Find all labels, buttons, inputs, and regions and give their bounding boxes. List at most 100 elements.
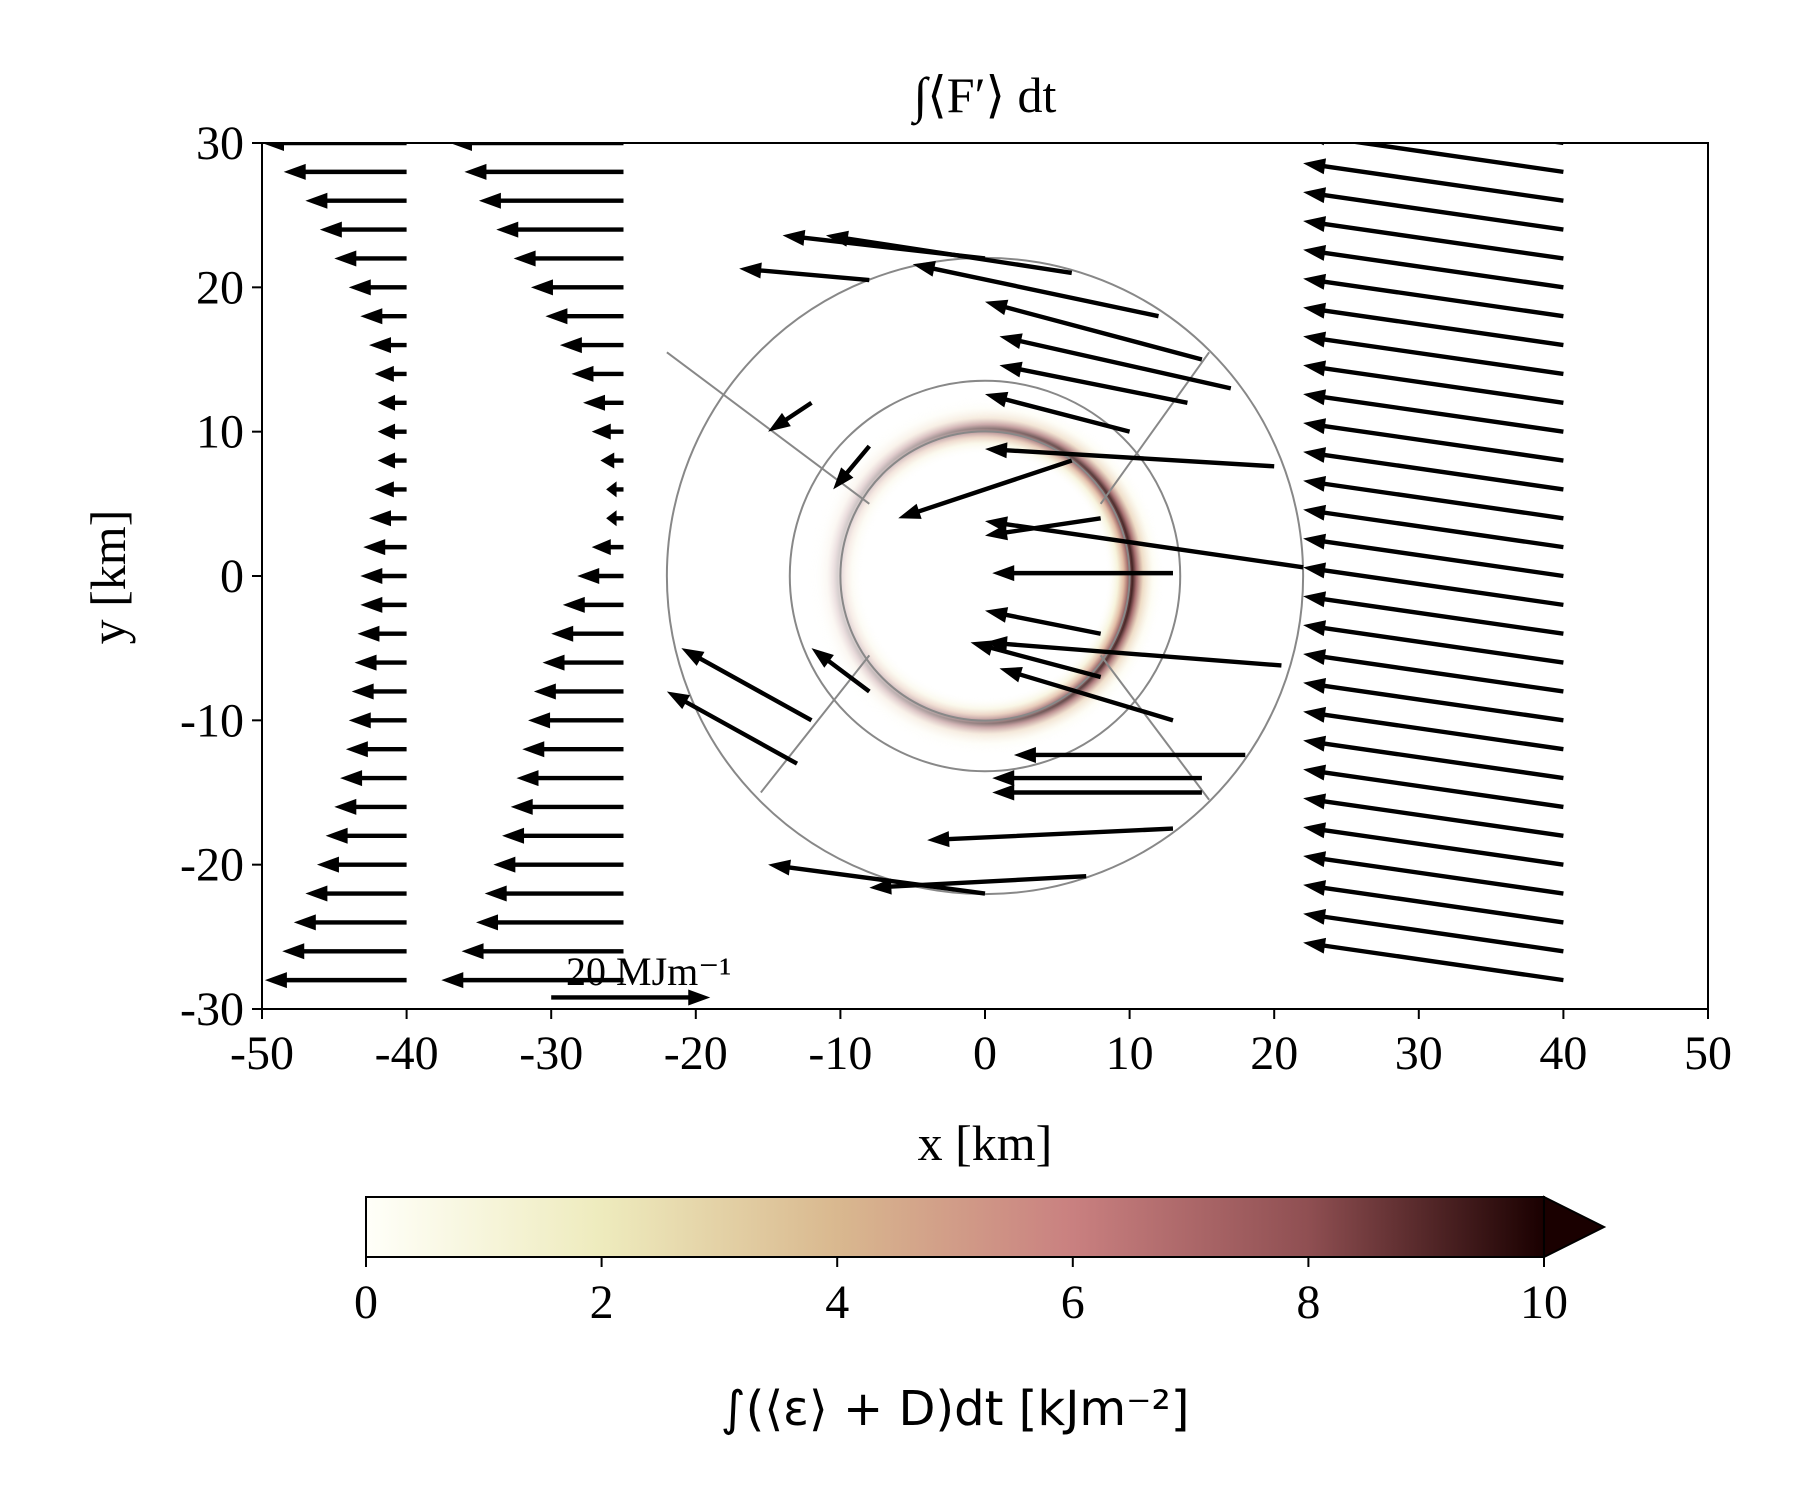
colorbar-tick-label: 8 <box>1296 1276 1320 1329</box>
flux-arrow <box>316 856 407 873</box>
sector-line <box>666 351 870 505</box>
y-tick-label: 20 <box>196 261 244 314</box>
flux-arrow <box>262 143 407 151</box>
flux-arrow <box>1303 216 1564 261</box>
quiver-key: 20 MJm⁻¹ <box>551 949 731 1006</box>
flux-arrow <box>666 691 799 766</box>
y-tick-label: -20 <box>180 839 244 892</box>
flux-arrow <box>912 260 1159 319</box>
flux-arrow <box>1303 475 1564 521</box>
heat-ring-fill <box>789 380 1181 772</box>
flux-arrow <box>606 481 624 498</box>
sector-line <box>1099 654 1210 801</box>
flux-arrow <box>681 648 813 723</box>
x-tick-label: -10 <box>808 1027 872 1080</box>
flux-arrow <box>319 221 407 238</box>
heat-ring <box>789 380 1181 772</box>
flux-arrow <box>811 648 871 694</box>
flux-arrow <box>1303 678 1564 723</box>
flux-arrow <box>478 192 624 209</box>
flux-arrow <box>1303 245 1564 290</box>
flux-arrow <box>334 250 407 267</box>
flux-arrow <box>985 442 1275 469</box>
flux-arrow <box>377 452 407 469</box>
y-tick-label: -10 <box>180 694 244 747</box>
x-tick-label: -40 <box>375 1027 439 1080</box>
flux-arrow <box>282 943 407 960</box>
colorbar-tick-label: 0 <box>354 1276 378 1329</box>
colorbar-tick-label: 6 <box>1061 1276 1085 1329</box>
flux-arrow <box>927 826 1174 848</box>
flux-arrow <box>533 683 624 700</box>
flux-arrow <box>985 299 1203 362</box>
flux-arrow <box>325 827 407 844</box>
flux-arrow <box>1303 706 1564 752</box>
flux-arrow <box>345 741 407 758</box>
flux-arrow <box>591 423 624 440</box>
flux-arrow <box>340 770 407 787</box>
flux-arrow <box>999 667 1174 723</box>
flux-arrow <box>898 458 1073 519</box>
flux-arrow <box>377 423 407 440</box>
flux-arrow <box>528 712 624 729</box>
flux-arrow <box>583 394 624 411</box>
flux-arrow <box>464 163 624 180</box>
flux-arrow <box>513 250 624 267</box>
flux-arrow <box>992 565 1173 582</box>
flux-arrow <box>1303 273 1564 319</box>
flux-arrow <box>363 539 407 556</box>
flux-arrow <box>351 683 407 700</box>
y-tick-label: 30 <box>196 117 244 170</box>
flux-arrow <box>739 262 870 283</box>
flux-arrow <box>999 333 1232 391</box>
flux-arrow <box>768 859 986 896</box>
quiver-key-label: 20 MJm⁻¹ <box>566 949 731 994</box>
colorbar: 0 2 4 6 8 10 ∫(⟨ε⟩ + D)dt [kJm⁻²] <box>354 1195 1607 1437</box>
y-tick-label: -30 <box>180 983 244 1036</box>
flux-arrow <box>360 308 407 325</box>
plot-area <box>262 143 1564 989</box>
flux-arrow <box>264 972 407 989</box>
flux-arrow <box>283 163 407 180</box>
flux-arrow <box>1547 143 1564 146</box>
flux-arrow <box>449 143 624 151</box>
x-axis-label: x [km] <box>918 1115 1053 1171</box>
flux-arrow <box>348 712 407 729</box>
flux-arrow <box>1303 562 1564 608</box>
flux-arrow <box>1303 389 1564 434</box>
y-tick-label: 10 <box>196 406 244 459</box>
flux-arrow <box>516 770 624 787</box>
chart-title: ∫⟨F′⟩ dt <box>911 67 1057 126</box>
flux-arrow <box>1303 302 1564 348</box>
flux-arrow <box>1303 360 1564 405</box>
flux-arrow <box>484 885 624 902</box>
flux-arrow <box>1303 533 1564 579</box>
flux-arrow <box>1303 908 1564 954</box>
colorbar-tick-label: 10 <box>1520 1276 1568 1329</box>
flux-arrow <box>833 444 872 490</box>
x-tick-label: -30 <box>519 1027 583 1080</box>
flux-arrow <box>562 596 624 613</box>
x-tick-label: 20 <box>1250 1027 1298 1080</box>
flux-arrow <box>354 654 407 671</box>
flux-arrow <box>985 607 1102 636</box>
flux-arrow <box>992 770 1202 787</box>
colorbar-extend-arrow <box>1543 1195 1607 1259</box>
flux-arrow <box>1303 764 1564 810</box>
x-tick-label: 50 <box>1684 1027 1732 1080</box>
flux-arrow <box>1303 937 1564 983</box>
flux-arrow <box>305 885 407 902</box>
flux-arrow <box>985 636 1282 668</box>
flux-arrow <box>305 192 407 209</box>
flux-arrow <box>1303 504 1564 550</box>
quiver-key-arrow-head <box>688 989 711 1006</box>
flux-arrow <box>522 741 624 758</box>
flux-arrow <box>374 481 407 498</box>
flux-arrow <box>334 798 407 815</box>
y-axis-label: y [km] <box>80 510 136 645</box>
x-tick-label: 0 <box>973 1027 997 1080</box>
x-tick-label: -50 <box>230 1027 294 1080</box>
flux-arrow <box>1013 746 1246 763</box>
flux-arrow <box>530 279 624 296</box>
